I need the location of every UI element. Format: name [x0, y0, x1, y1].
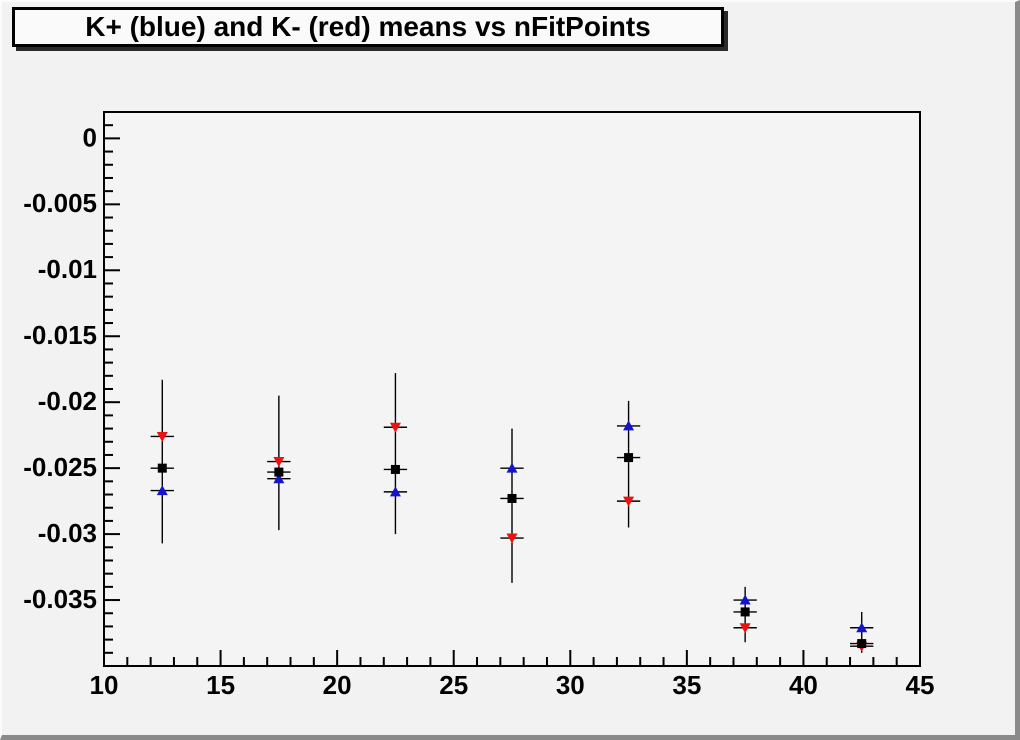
x-axis-tick-label: 10 — [90, 670, 119, 700]
y-axis-tick-label: -0.025 — [23, 452, 97, 482]
x-axis-tick-label: 40 — [789, 670, 818, 700]
data-point-square-mean — [857, 639, 867, 649]
data-point-triangle-down-kminus — [506, 533, 518, 544]
data-point-triangle-down-kminus — [623, 496, 635, 507]
data-point-triangle-up-kplus — [623, 420, 635, 431]
chart-title: K+ (blue) and K- (red) means vs nFitPoin… — [85, 11, 651, 42]
y-axis-tick-label: -0.03 — [38, 518, 97, 548]
data-point-triangle-up-kplus — [156, 485, 168, 496]
data-point-triangle-down-kminus — [389, 422, 401, 433]
x-axis-tick-label: 30 — [556, 670, 585, 700]
y-axis-tick-label: -0.02 — [38, 386, 97, 416]
data-point-square-mean — [274, 467, 284, 477]
y-axis-tick-label: -0.015 — [23, 320, 97, 350]
x-axis-tick-label: 15 — [206, 670, 235, 700]
data-point-triangle-up-kplus — [389, 486, 401, 497]
data-point-square-mean — [507, 493, 517, 503]
data-point-triangle-up-kplus — [273, 473, 285, 484]
x-axis-tick-label: 20 — [323, 670, 352, 700]
data-point-triangle-down-kminus — [273, 457, 285, 468]
data-point-square-mean — [740, 607, 750, 617]
x-axis-tick-label: 25 — [439, 670, 468, 700]
y-axis-tick-label: -0.005 — [23, 188, 97, 218]
y-axis-tick-label: 0 — [83, 122, 97, 152]
x-axis-tick-label: 35 — [672, 670, 701, 700]
chart-title-box: K+ (blue) and K- (red) means vs nFitPoin… — [12, 7, 724, 47]
data-point-triangle-up-kplus — [506, 462, 518, 473]
data-point-square-mean — [157, 463, 167, 473]
data-point-triangle-down-kminus — [739, 623, 751, 634]
x-axis-tick-label: 45 — [906, 670, 935, 700]
data-point-square-mean — [390, 464, 400, 474]
data-point-triangle-up-kplus — [739, 594, 751, 605]
data-point-square-mean — [624, 453, 634, 463]
data-point-triangle-up-kplus — [856, 622, 868, 633]
y-axis-tick-label: -0.035 — [23, 584, 97, 614]
y-axis-tick-label: -0.01 — [38, 254, 97, 284]
data-point-triangle-down-kminus — [156, 431, 168, 442]
